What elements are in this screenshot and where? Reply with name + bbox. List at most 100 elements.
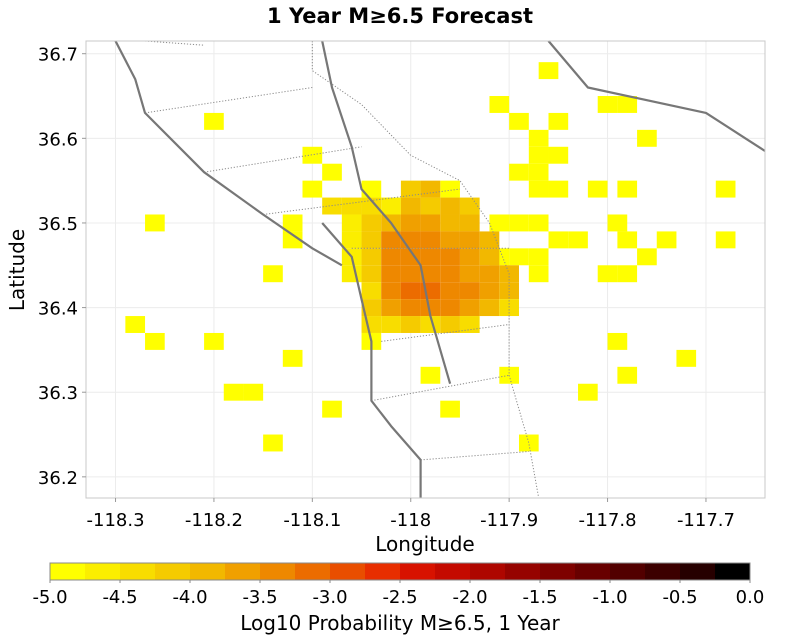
heatmap-cell [400,214,421,232]
heatmap-cell [715,180,736,198]
heatmap-cell [361,248,382,266]
heatmap-cell [440,265,460,283]
heatmap-cell [440,248,460,266]
heatmap-cell [381,197,401,215]
heatmap-cell [528,265,549,283]
y-tick-label: 36.4 [38,299,78,320]
heatmap-cell [341,214,362,232]
heatmap-cell [263,434,283,452]
colorbar-tick-label: -4.5 [102,587,137,608]
colorbar: -5.0 -4.5 -4.0 -3.5 -3.0 -2.5 -2.0 -1.5 -1.0 -0.5… [32,563,764,608]
x-tick-label: -118.1 [283,510,341,531]
y-tick-label: 36.5 [38,214,78,235]
heatmap-cell [440,299,460,317]
heatmap-cell [361,265,382,283]
heatmap-cell [617,265,638,283]
heatmap-cell [361,180,382,198]
heatmap-cell [361,231,382,249]
heatmap-cell [617,180,638,198]
heatmap-cell [578,383,598,401]
heatmap-cell [440,231,460,249]
heatmap-cell [400,180,421,198]
heatmap-cell [587,180,608,198]
heatmap-cell [509,248,529,266]
heatmap-cell [420,316,441,333]
colorbar-tick-label: -0.5 [662,587,697,608]
fault-trace-dotted [381,324,510,342]
heatmap-cell [125,316,146,333]
heatmap-cell [479,231,500,249]
x-axis-label: Longitude [375,532,474,556]
y-tick-label: 36.7 [38,45,78,66]
heatmap-cell [204,332,224,350]
heatmap-cell [400,299,421,317]
colorbar-frame [49,562,751,581]
heatmap-cell [617,366,638,384]
y-axis-label: Latitude [5,229,29,311]
colorbar-swatch [400,563,436,580]
colorbar-tick-label: -3.0 [312,587,347,608]
heatmap-cell [440,197,460,215]
heatmap-cell [204,112,224,130]
heatmap-cell [548,112,569,130]
colorbar-swatch [715,563,751,580]
heatmap-cell [400,316,421,333]
heatmap-cell [459,299,480,317]
colorbar-swatch [365,563,401,580]
fault-trace-dotted [263,188,460,215]
heatmap-cell [361,197,382,215]
heatmap-cell [528,214,549,232]
heatmap-cell [528,129,549,147]
heatmap-cell [676,349,697,367]
heatmap-cell [361,299,382,317]
colorbar-swatch [120,563,156,580]
heatmap-cell [479,248,500,266]
heatmap-cell [548,180,569,198]
fault-trace-dotted [144,87,313,114]
heatmap-cell [322,163,342,181]
heatmap-cell [243,383,264,401]
colorbar-swatch [505,563,541,580]
heatmap-cell [420,197,441,215]
colorbar-swatch [50,563,86,580]
heatmap-cell [548,231,569,249]
heatmap-cell [420,180,441,198]
colorbar-swatch [190,563,226,580]
fault-trace [321,40,452,385]
heatmap-cell [361,316,382,333]
heatmap-cell [381,248,401,266]
fault-trace [321,222,422,498]
colorbar-swatch [225,563,261,580]
heatmap-cell [420,366,441,384]
heatmap-cell [459,197,480,215]
fault-trace-dotted [204,146,362,173]
fault-trace [114,40,343,267]
fault-trace [547,40,766,152]
heatmap-cell [381,265,401,283]
heatmap-cell [509,112,529,130]
heatmap-cell [341,265,362,283]
heatmap-cell [341,197,362,215]
colorbar-swatch [540,563,576,580]
heatmap-cell [381,316,401,333]
heatmap-cells [125,62,736,452]
colorbar-tick-label: 0.0 [736,587,765,608]
heatmap-cell [459,214,480,232]
fault-trace-dotted [311,41,540,499]
colorbar-swatch [330,563,366,580]
fault-lines [114,40,766,499]
heatmap-cell [381,282,401,300]
heatmap-cell [322,400,342,418]
heatmap-cell [440,316,460,333]
colorbar-swatch [470,563,506,580]
heatmap-cell [459,265,480,283]
heatmap-cell [715,231,736,249]
heatmap-cell [518,434,539,452]
fault-trace-dotted [420,451,529,461]
colorbar-swatch [260,563,296,580]
heatmap-cell [459,231,480,249]
x-tick-label: -118 [390,510,431,531]
heatmap-cell [528,248,549,266]
heatmap-cell [263,265,283,283]
